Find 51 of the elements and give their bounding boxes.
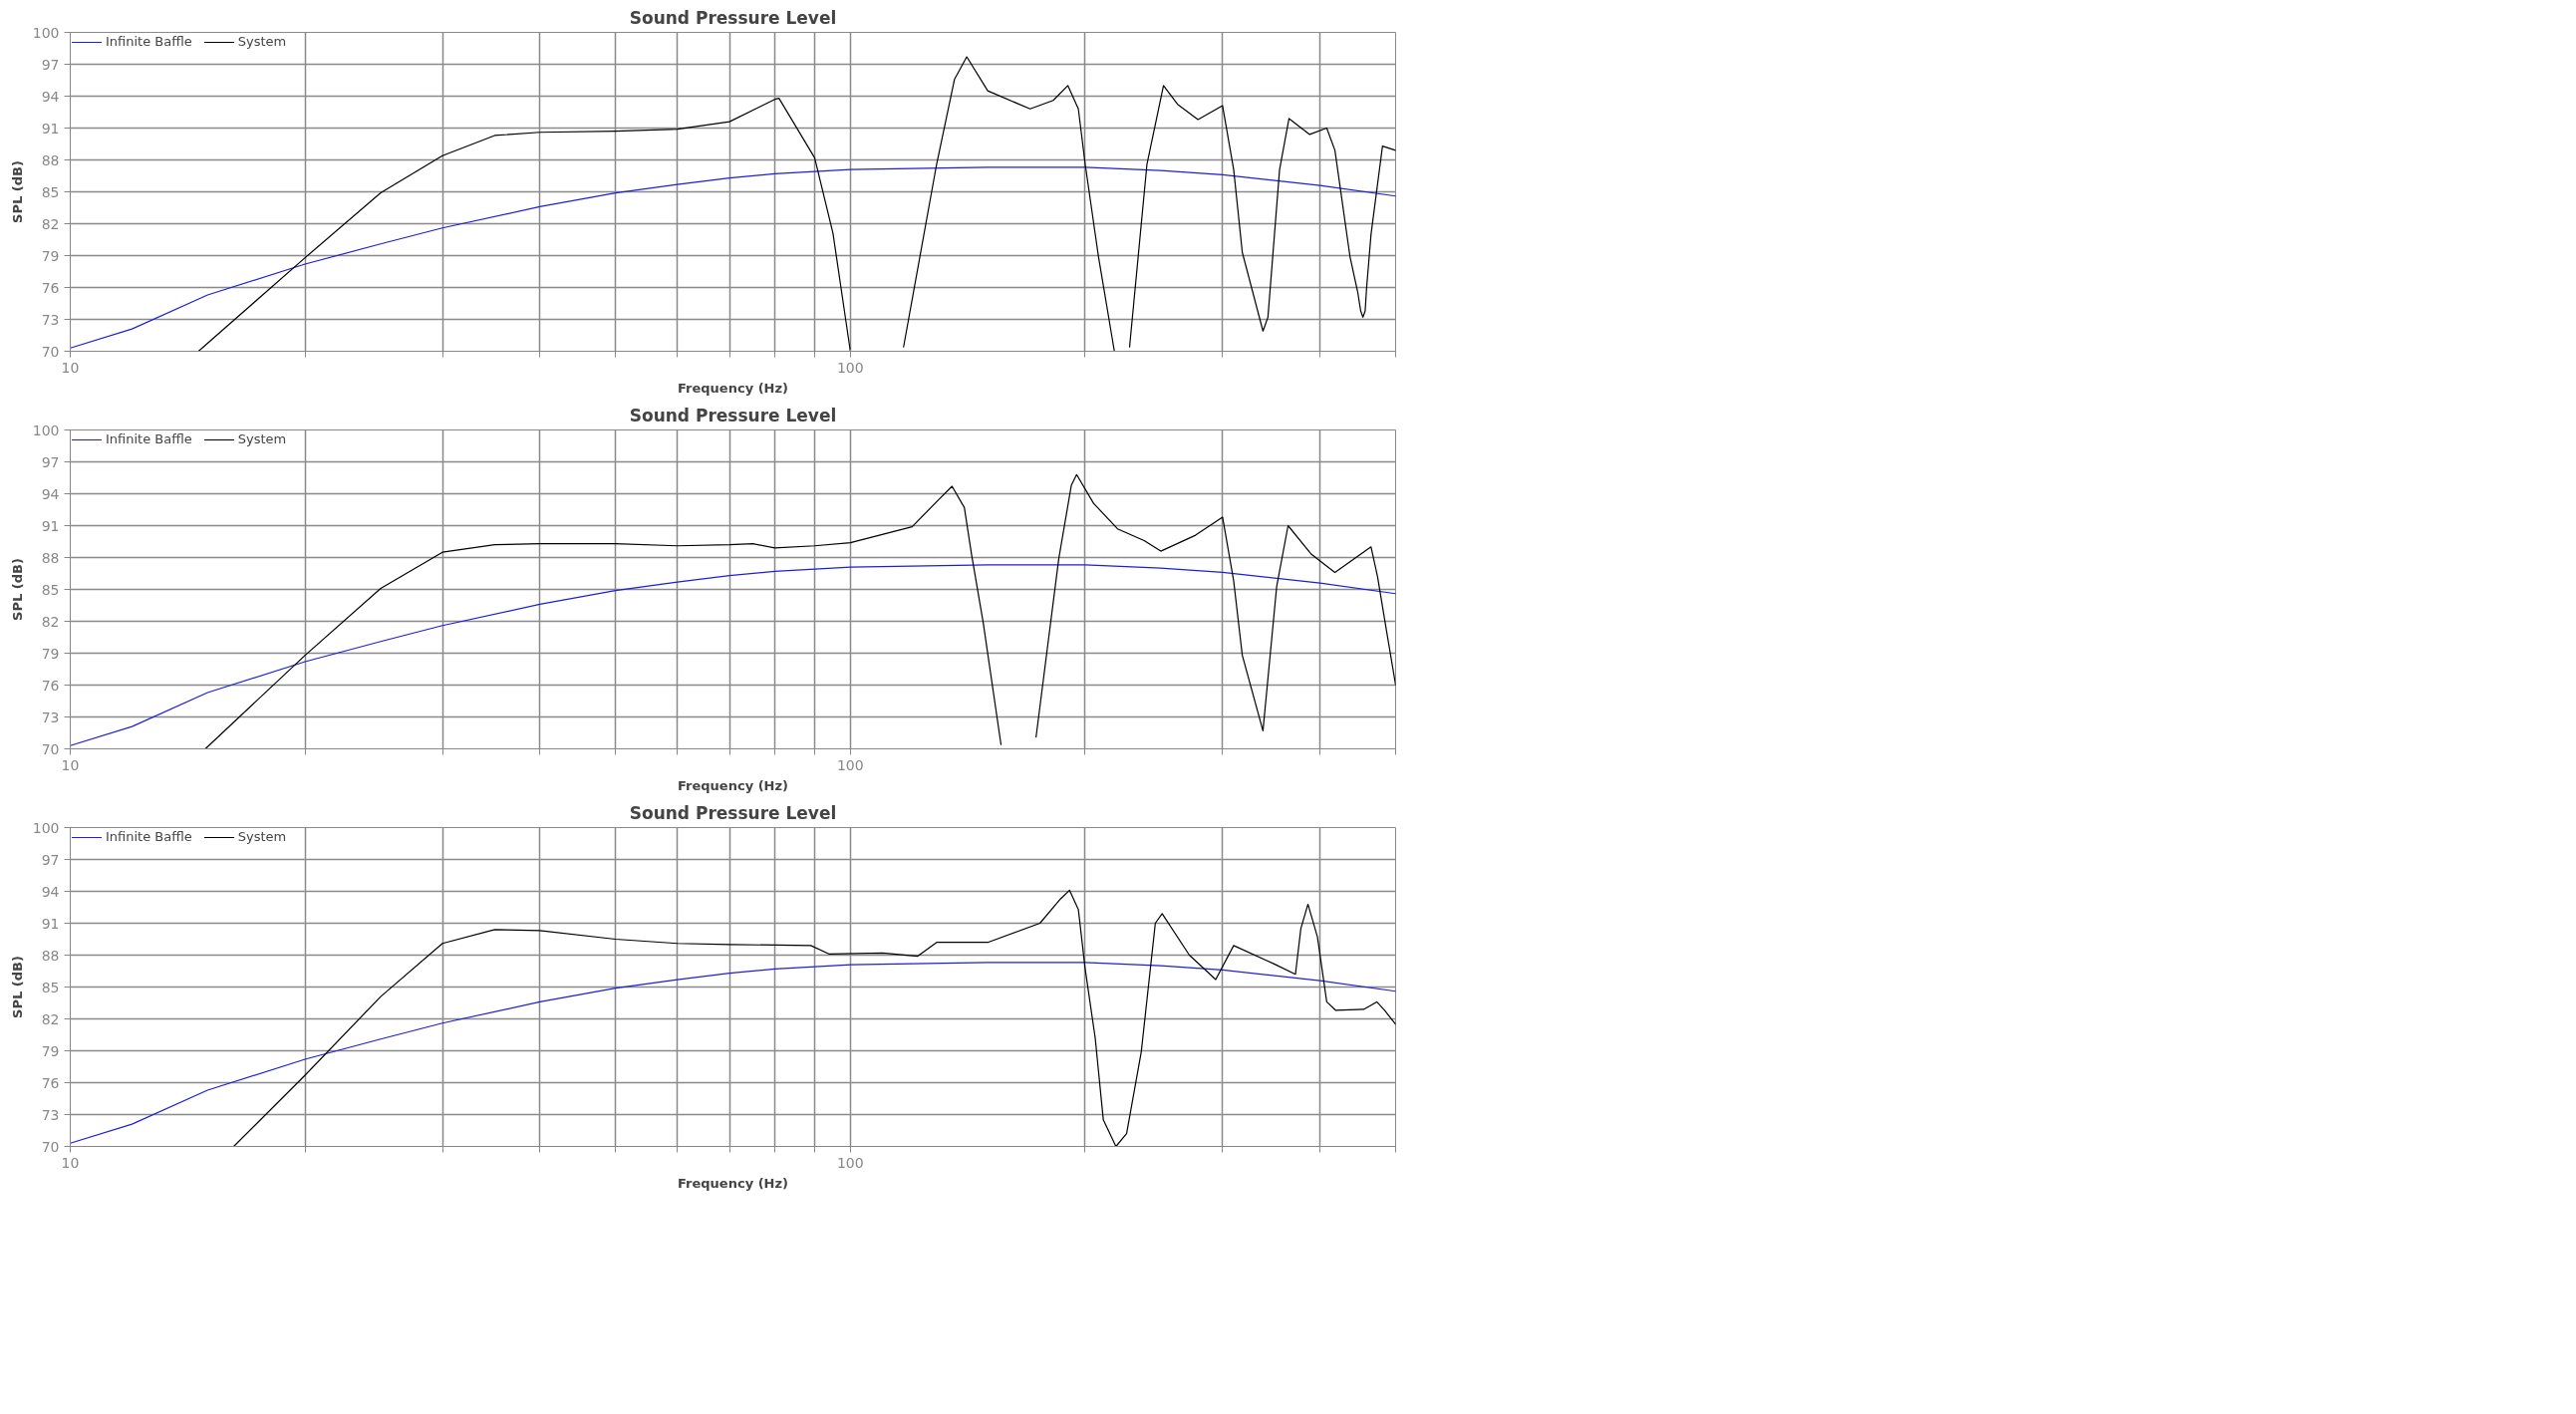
y-tick-label: 73: [41, 708, 60, 725]
y-tick-label: 100: [32, 422, 60, 438]
x-axis-title: Frequency (Hz): [678, 1175, 788, 1191]
x-axis-title: Frequency (Hz): [678, 380, 788, 396]
y-tick-label: 94: [41, 88, 60, 105]
x-tick-label: 10: [61, 1154, 80, 1171]
y-tick-label: 76: [41, 677, 60, 694]
y-tick-label: 94: [41, 883, 60, 900]
y-tick-label: 70: [41, 343, 60, 360]
y-tick-label: 76: [41, 279, 60, 296]
chart-title: Sound Pressure Level: [629, 405, 837, 425]
x-axis-title: Frequency (Hz): [678, 777, 788, 793]
chart-title: Sound Pressure Level: [629, 7, 837, 28]
y-tick-label: 88: [41, 549, 60, 566]
y-tick-label: 85: [41, 581, 60, 598]
y-tick-label: 70: [41, 1138, 60, 1155]
y-tick-label: 91: [41, 915, 60, 932]
y-axis-title: SPL (dB): [9, 160, 25, 223]
legend-label: System: [237, 34, 287, 49]
y-tick-label: 97: [41, 453, 60, 470]
y-tick-label: 70: [41, 740, 60, 757]
x-tick-label: 10: [61, 359, 80, 376]
legend-label: System: [237, 829, 287, 844]
y-tick-label: 82: [41, 215, 60, 232]
legend-label: Infinite Baffle: [106, 829, 192, 844]
y-tick-label: 76: [41, 1074, 60, 1091]
legend-label: Infinite Baffle: [106, 34, 192, 49]
y-tick-label: 85: [41, 183, 60, 200]
y-tick-label: 79: [41, 1042, 60, 1059]
y-tick-label: 97: [41, 56, 60, 73]
y-tick-label: 82: [41, 1010, 60, 1027]
y-tick-label: 79: [41, 247, 60, 264]
y-tick-label: 97: [41, 851, 60, 868]
legend-label: System: [237, 431, 287, 446]
y-tick-label: 88: [41, 151, 60, 168]
y-tick-label: 94: [41, 485, 60, 502]
y-tick-label: 73: [41, 1106, 60, 1123]
y-tick-label: 85: [41, 979, 60, 995]
y-tick-label: 91: [41, 120, 60, 137]
y-tick-label: 100: [32, 819, 60, 836]
y-tick-label: 88: [41, 947, 60, 964]
y-tick-label: 82: [41, 613, 60, 630]
legend-label: Infinite Baffle: [106, 431, 192, 446]
y-tick-label: 73: [41, 311, 60, 328]
y-axis-title: SPL (dB): [9, 558, 25, 621]
y-tick-label: 91: [41, 517, 60, 534]
chart-title: Sound Pressure Level: [629, 802, 837, 823]
x-tick-label: 10: [61, 756, 80, 773]
y-tick-label: 79: [41, 645, 60, 662]
y-axis-title: SPL (dB): [9, 956, 25, 1018]
y-tick-label: 100: [32, 24, 60, 41]
